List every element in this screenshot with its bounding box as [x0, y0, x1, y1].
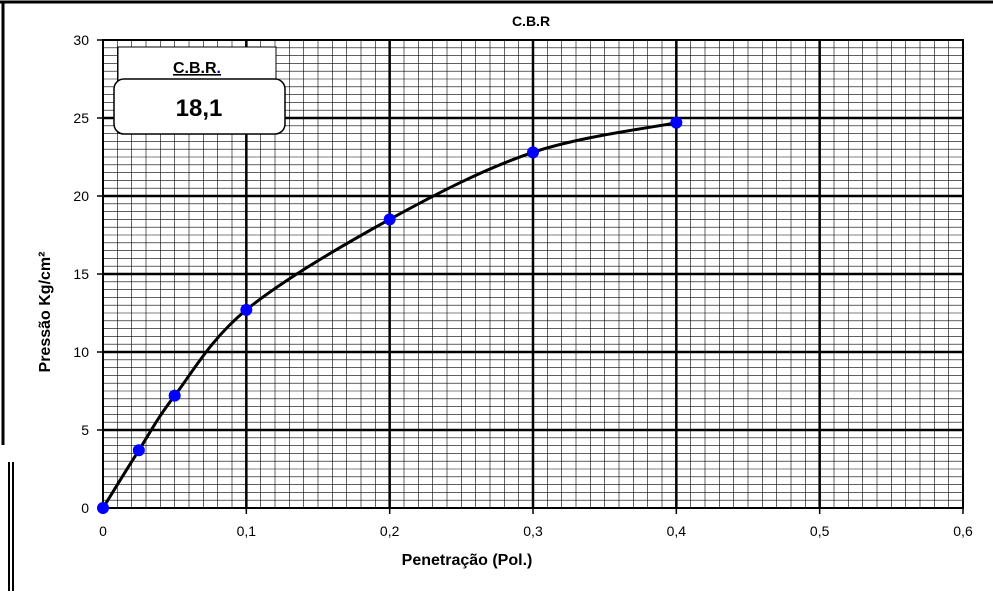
data-point — [168, 389, 181, 402]
cbr-box-label: C.B.R. — [173, 60, 221, 77]
series-points — [97, 116, 683, 514]
x-tick-label: 0,4 — [667, 523, 687, 539]
x-tick-label: 0,5 — [810, 523, 830, 539]
x-axis-title: Penetração (Pol.) — [402, 552, 533, 569]
x-axis-ticks: 0 0,1 0,2 0,3 0,4 0,5 0,6 — [99, 508, 973, 539]
data-point — [97, 502, 109, 514]
cbr-box-label-dot: . — [217, 60, 221, 77]
x-tick-label: 0,6 — [953, 523, 973, 539]
y-axis-ticks: 0 5 10 15 20 25 30 — [73, 32, 103, 516]
y-axis-title: Pressão Kg/cm² — [37, 252, 54, 373]
grid-major — [103, 40, 963, 508]
data-point — [240, 303, 253, 316]
y-tick-label: 5 — [81, 422, 89, 438]
chart-title: C.B.R — [512, 13, 550, 29]
y-tick-label: 15 — [73, 266, 89, 282]
cbr-box-label-text: C.B.R — [173, 60, 217, 77]
series-line — [101, 121, 677, 509]
data-point — [132, 444, 145, 457]
x-tick-label: 0,1 — [237, 523, 257, 539]
data-point — [383, 213, 396, 226]
y-tick-label: 10 — [73, 344, 89, 360]
cbr-box-value: 18,1 — [176, 95, 223, 122]
x-tick-label: 0 — [99, 523, 107, 539]
x-tick-label: 0,2 — [380, 523, 400, 539]
y-tick-label: 25 — [73, 110, 89, 126]
data-point — [527, 146, 539, 159]
y-tick-label: 20 — [73, 188, 89, 204]
y-tick-label: 30 — [73, 32, 89, 48]
cbr-result-box: C.B.R. 18,1 — [113, 46, 286, 135]
x-tick-label: 0,3 — [523, 523, 543, 539]
data-point — [670, 116, 683, 129]
y-tick-label: 0 — [81, 500, 89, 516]
